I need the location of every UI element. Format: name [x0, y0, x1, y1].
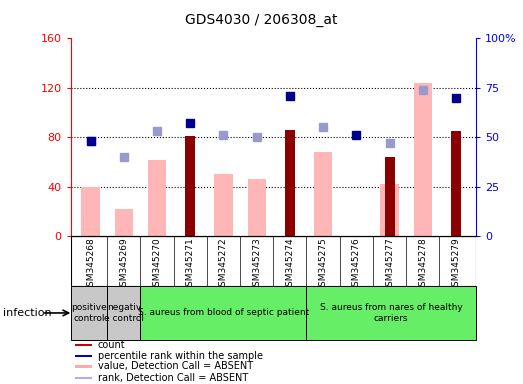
Bar	[380, 184, 399, 236]
Bar	[75, 344, 92, 346]
Text: GSM345269: GSM345269	[119, 238, 128, 292]
Bar	[71, 286, 107, 340]
Text: GSM345278: GSM345278	[418, 238, 427, 292]
Text: GDS4030 / 206308_at: GDS4030 / 206308_at	[185, 13, 338, 27]
Bar	[451, 131, 461, 236]
Text: positive
control: positive control	[71, 303, 107, 323]
Text: percentile rank within the sample: percentile rank within the sample	[98, 351, 263, 361]
Text: S. aureus from blood of septic patient: S. aureus from blood of septic patient	[138, 308, 309, 318]
Bar	[75, 377, 92, 379]
Text: infection: infection	[3, 308, 51, 318]
Bar	[247, 179, 266, 236]
Text: S. aureus from nares of healthy
carriers: S. aureus from nares of healthy carriers	[320, 303, 462, 323]
Bar	[75, 354, 92, 357]
Bar	[107, 286, 140, 340]
Text: GSM345272: GSM345272	[219, 238, 228, 292]
Bar	[384, 157, 394, 236]
Bar	[306, 286, 476, 340]
Bar	[75, 365, 92, 367]
Bar	[414, 83, 432, 236]
Text: GSM345271: GSM345271	[186, 238, 195, 292]
Text: GSM345274: GSM345274	[286, 238, 294, 292]
Text: GSM345279: GSM345279	[451, 238, 460, 292]
Text: GSM345273: GSM345273	[252, 238, 261, 292]
Text: GSM345270: GSM345270	[153, 238, 162, 292]
Text: GSM345275: GSM345275	[319, 238, 327, 292]
Bar	[185, 136, 195, 236]
Text: count: count	[98, 340, 126, 350]
Text: GSM345268: GSM345268	[86, 238, 95, 292]
Text: rank, Detection Call = ABSENT: rank, Detection Call = ABSENT	[98, 373, 248, 383]
Bar	[148, 159, 166, 236]
Text: value, Detection Call = ABSENT: value, Detection Call = ABSENT	[98, 361, 253, 371]
Text: negativ
e control: negativ e control	[104, 303, 144, 323]
Bar	[140, 286, 306, 340]
Bar	[285, 130, 295, 236]
Bar	[214, 174, 233, 236]
Bar	[314, 152, 332, 236]
Text: GSM345276: GSM345276	[352, 238, 361, 292]
Bar	[82, 187, 100, 236]
Text: GSM345277: GSM345277	[385, 238, 394, 292]
Bar	[115, 209, 133, 236]
